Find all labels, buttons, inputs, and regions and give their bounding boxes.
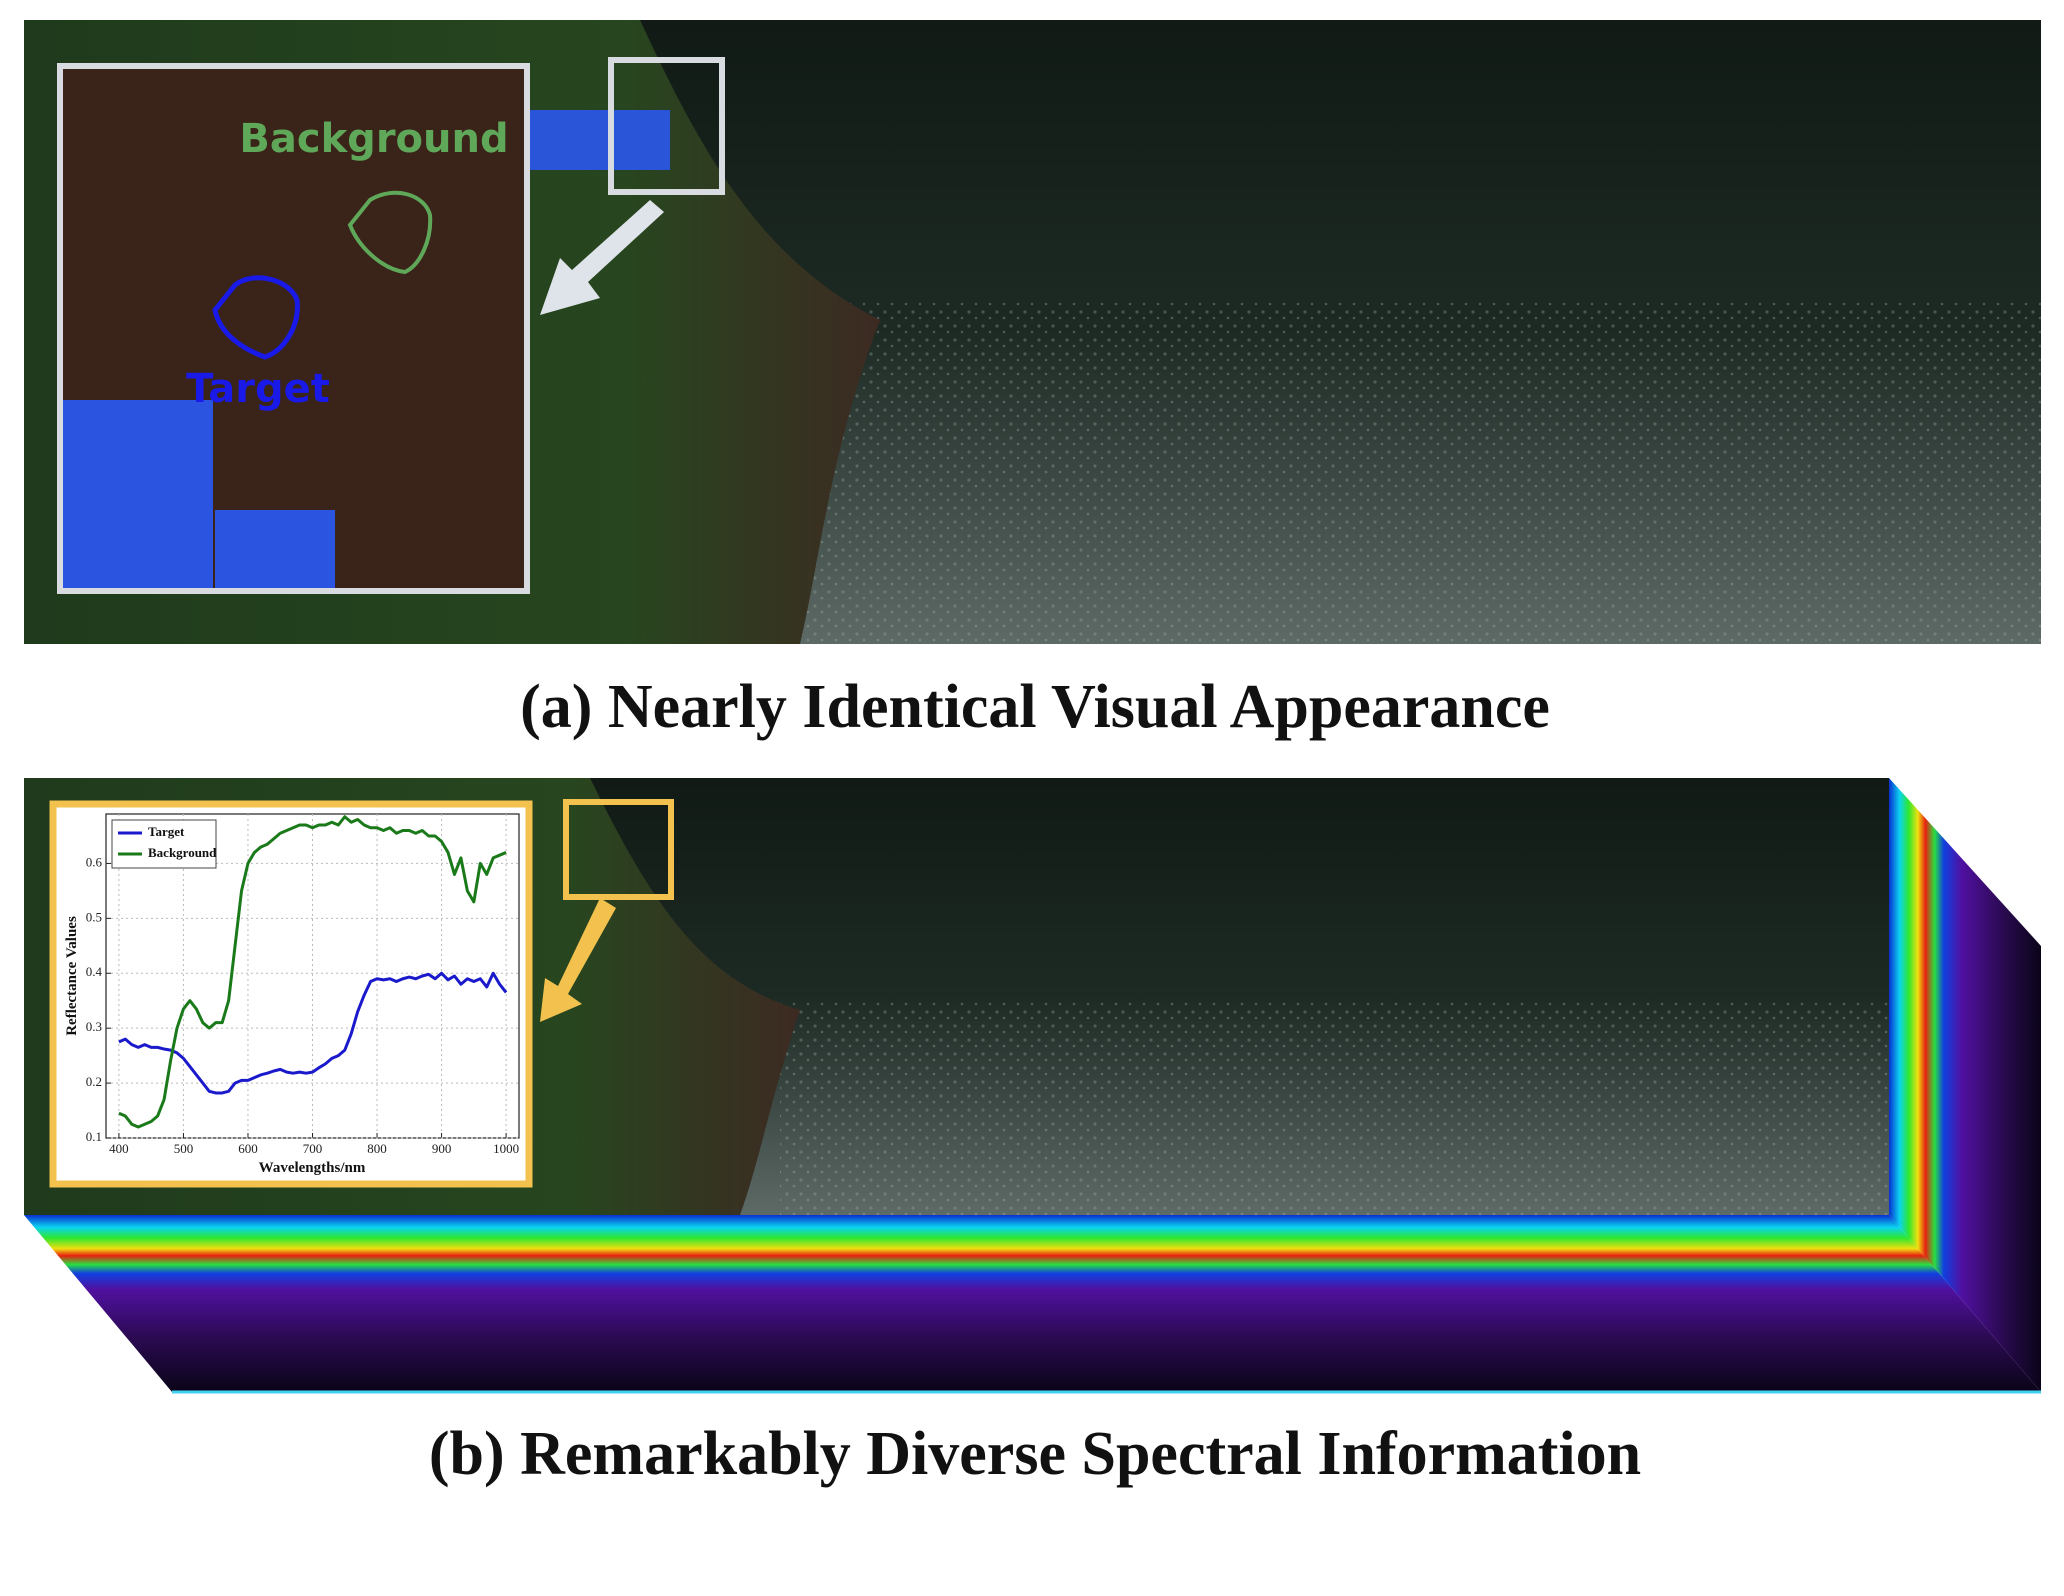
water-glint xyxy=(780,1000,1889,1215)
legend-label: Background xyxy=(148,845,217,860)
y-tick-label: 0.4 xyxy=(86,964,103,979)
x-tick-label: 1000 xyxy=(493,1141,519,1156)
y-tick-label: 0.6 xyxy=(86,854,103,869)
background-label: Background xyxy=(239,116,508,162)
x-axis-label: Wavelengths/nm xyxy=(259,1160,366,1176)
panel-b: Wavelengths/nm Reflectance Values 400 500… xyxy=(24,778,2041,1488)
y-tick-label: 0.3 xyxy=(86,1019,102,1034)
caption: (b) Remarkably Diverse Spectral Informat… xyxy=(429,1420,1641,1488)
series-line xyxy=(118,971,508,1095)
zoom-arrow xyxy=(540,898,616,1022)
x-tick-label: 400 xyxy=(109,1141,129,1156)
blue-roof xyxy=(530,110,670,170)
panel-a: Background Target (a) Nearly Identical V… xyxy=(24,20,2041,741)
cube-side-face xyxy=(1889,778,2041,1392)
caption: (a) Nearly Identical Visual Appearance xyxy=(520,673,1550,741)
x-tick-label: 700 xyxy=(303,1141,323,1156)
background-outline xyxy=(347,190,433,275)
zoom-box xyxy=(563,799,674,900)
x-tick-label: 800 xyxy=(367,1141,387,1156)
legend-label: Target xyxy=(148,824,185,839)
y-tick-label: 0.5 xyxy=(86,909,102,924)
y-axis-label: Reflectance Values xyxy=(64,916,80,1036)
legend-box xyxy=(111,819,217,869)
target-outline xyxy=(212,275,300,360)
cube-bottom-face xyxy=(24,1215,2041,1392)
blue-roof xyxy=(215,510,335,588)
water-glint xyxy=(780,300,2041,644)
x-tick-label: 900 xyxy=(432,1141,452,1156)
series-line xyxy=(118,815,507,1129)
x-tick-label: 500 xyxy=(174,1141,194,1156)
line-chart: Wavelengths/nm Reflectance Values 400 500… xyxy=(64,813,520,1176)
y-tick-label: 0.2 xyxy=(86,1074,102,1089)
y-tick-label: 0.1 xyxy=(86,1129,102,1144)
target-label: Target xyxy=(186,366,330,412)
x-tick-label: 600 xyxy=(238,1141,258,1156)
zoom-arrow xyxy=(540,200,664,315)
blue-roof xyxy=(63,400,213,588)
zoom-box xyxy=(608,57,725,195)
